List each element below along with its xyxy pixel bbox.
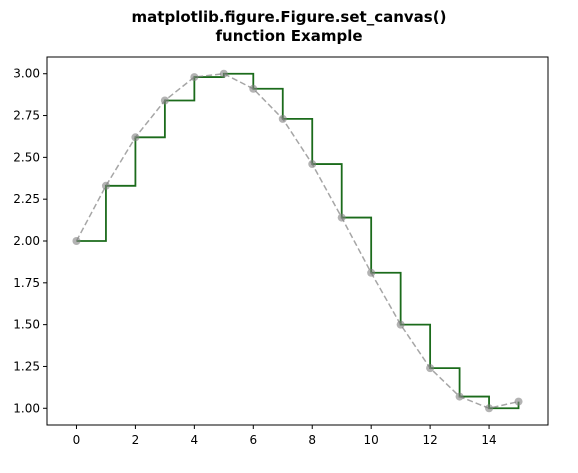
x-tick-label: 12 [422, 433, 437, 447]
data-point-marker [160, 96, 169, 105]
data-point-marker [337, 213, 346, 222]
x-tick-label: 0 [73, 433, 81, 447]
data-point-marker [455, 392, 464, 401]
axes-layer: 0 2 4 6 8 10 12 14 1.00 1.25 1.50 1.75 2.00 2.25 2.50 2… [13, 67, 496, 447]
data-point-marker [514, 397, 523, 406]
x-tick-label: 14 [481, 433, 496, 447]
x-tick-label: 4 [191, 433, 199, 447]
chart-title-line-2: function Example [215, 27, 363, 45]
y-tick-label: 2.00 [13, 234, 40, 248]
y-tick-label: 3.00 [13, 67, 40, 81]
chart-title-line-1: matplotlib.figure.Figure.set_canvas() [131, 8, 447, 26]
data-point-marker [278, 114, 287, 123]
dashed-series-line [75, 72, 519, 410]
data-point-marker [190, 73, 199, 82]
data-point-marker [367, 268, 376, 277]
data-point-marker [485, 404, 494, 413]
x-tick-label: 2 [132, 433, 140, 447]
data-point-marker [219, 69, 228, 78]
x-tick-label: 6 [249, 433, 257, 447]
y-tick-label: 2.50 [13, 150, 40, 164]
data-point-marker [308, 160, 317, 169]
step-series-line [76, 72, 520, 410]
axes-frame [46, 56, 549, 426]
y-tick-label: 1.75 [13, 276, 40, 290]
data-point-marker [426, 364, 435, 373]
y-tick-label: 1.00 [13, 401, 40, 415]
data-point-marker [101, 181, 110, 190]
series-layer [72, 69, 523, 413]
data-point-marker [131, 133, 140, 142]
data-point-marker [249, 84, 258, 93]
y-tick-label: 2.25 [13, 192, 40, 206]
y-tick-label: 1.25 [13, 359, 40, 373]
y-tick-label: 1.50 [13, 318, 40, 332]
data-point-marker [396, 320, 405, 329]
x-tick-label: 10 [364, 433, 379, 447]
chart-title: matplotlib.figure.Figure.set_canvas() fu… [0, 8, 578, 46]
x-tick-label: 8 [308, 433, 316, 447]
data-point-marker [72, 237, 81, 245]
y-tick-label: 2.75 [13, 109, 40, 123]
